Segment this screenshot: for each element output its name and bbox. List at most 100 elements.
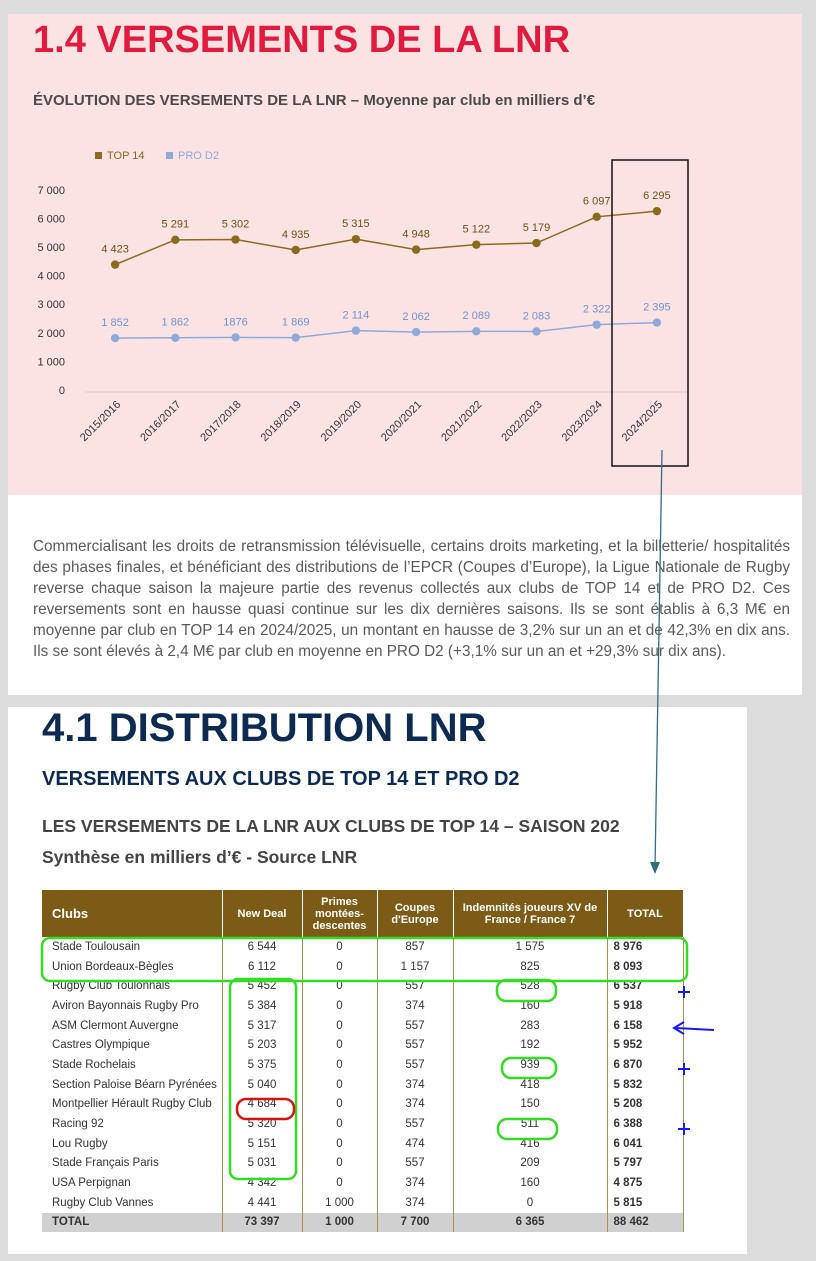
cell: 6 537 [607, 976, 684, 997]
legend-swatch [166, 152, 173, 159]
marker [291, 245, 300, 255]
data-label: 1 852 [101, 317, 129, 329]
data-label: 2 114 [343, 310, 370, 322]
header-cell: Coupes d'Europe [377, 890, 454, 937]
cell: 0 [302, 956, 378, 977]
cell: 5 040 [222, 1074, 303, 1095]
header-cell: Clubs [42, 890, 223, 937]
cell: 0 [302, 996, 378, 1016]
cell: 4 684 [222, 1094, 303, 1115]
y-tick-label: 4 000 [37, 271, 65, 283]
x-tick-label: 2016/2017 [138, 399, 183, 444]
data-label: 2 062 [402, 311, 430, 323]
y-tick-label: 6 000 [37, 213, 65, 225]
marker [171, 235, 180, 245]
cell: 5 797 [607, 1153, 684, 1174]
cell: ASM Clermont Auvergne [42, 1015, 223, 1036]
cell: 557 [377, 976, 454, 997]
cell: USA Perpignan [42, 1173, 223, 1193]
table-row: Stade Toulousain 6 544 0 857 1 575 8 976 [42, 937, 684, 957]
cell: 160 [453, 996, 608, 1016]
table-row: Stade Rochelais 5 375 0 557 939 6 870 [42, 1055, 684, 1075]
x-tick-label: 2022/2023 [499, 399, 544, 444]
cell: Section Paloise Béarn Pyrénées [42, 1074, 223, 1095]
marker [592, 320, 601, 329]
marker [592, 212, 601, 221]
marker [171, 333, 180, 342]
cell: 857 [377, 937, 454, 957]
legend-swatch [95, 152, 102, 159]
cell: 209 [453, 1153, 608, 1174]
cell: Lou Rugby [42, 1133, 223, 1154]
cell: Montpellier Hérault Rugby Club [42, 1094, 223, 1115]
marker [472, 327, 481, 336]
cell: 0 [302, 1114, 378, 1134]
data-label: 6 097 [583, 196, 611, 208]
cell: 5 918 [607, 996, 684, 1016]
cell: 1 575 [453, 937, 608, 957]
cell: 557 [377, 1035, 454, 1056]
section-subtitle: VERSEMENTS AUX CLUBS DE TOP 14 ET PRO D2 [42, 768, 520, 790]
chart-subtitle: ÉVOLUTION DES VERSEMENTS DE LA LNR – Moy… [33, 92, 596, 109]
data-label: 5 122 [463, 224, 491, 236]
cell: 5 375 [222, 1055, 303, 1075]
cell: 374 [377, 1173, 454, 1193]
cell: 374 [377, 1094, 454, 1115]
marker [351, 326, 361, 335]
y-tick-label: 2 000 [37, 328, 65, 340]
cell: 0 [302, 1035, 378, 1056]
cell: 7 700 [377, 1212, 454, 1233]
section-title: 4.1 DISTRIBUTION LNR [42, 706, 487, 750]
marker [110, 260, 120, 269]
data-label: 5 315 [342, 218, 370, 230]
cell: 557 [377, 1114, 454, 1134]
cell: 474 [377, 1133, 454, 1154]
cell: 528 [453, 976, 608, 997]
cell: Stade Toulousain [42, 937, 223, 957]
table-row: Lou Rugby 5 151 0 474 416 6 041 [42, 1133, 684, 1154]
cell: Rugby Club Vannes [42, 1192, 223, 1213]
x-tick-label: 2024/2025 [620, 399, 665, 444]
data-label: 2 089 [463, 310, 491, 322]
cell: 939 [453, 1055, 608, 1075]
data-label: 2 322 [583, 304, 611, 316]
cell: Union Bordeaux-Bègles [42, 956, 223, 977]
cell: 0 [302, 1074, 378, 1095]
table-header: Clubs New Deal Primes montées-descentes Cou… [42, 890, 684, 937]
cell: 0 [453, 1192, 608, 1213]
table-row: Stade Français Paris 5 031 0 557 209 5 797 [42, 1153, 684, 1174]
table-row: Section Paloise Béarn Pyrénées 5 040 0 374 4… [42, 1074, 684, 1095]
cell: Racing 92 [42, 1114, 223, 1134]
cell: 5 203 [222, 1035, 303, 1056]
cell: 283 [453, 1015, 608, 1036]
marker [411, 327, 421, 337]
marker [652, 318, 662, 327]
x-tick-label: 2021/2022 [439, 399, 484, 444]
paragraph: Commercialisant les droits de retransmis… [33, 538, 790, 660]
cell: 8 976 [607, 937, 684, 957]
table-note: Synthèse en milliers d’€ - Source LNR [42, 847, 358, 867]
cell: Stade Rochelais [42, 1055, 223, 1075]
marker [472, 240, 481, 249]
cell: 0 [302, 1133, 378, 1154]
cell: Stade Français Paris [42, 1153, 223, 1174]
table-row: Rugby Club Toulonnais 5 452 0 557 528 6 537 [42, 976, 684, 997]
cell: 88 462 [607, 1212, 684, 1233]
cell: 4 875 [607, 1173, 684, 1193]
data-label: 5 291 [162, 219, 190, 231]
cell: 374 [377, 1074, 454, 1095]
cell: 4 441 [222, 1192, 303, 1213]
data-label: 1 869 [282, 317, 310, 329]
cell: 0 [302, 1153, 378, 1174]
cell: 5 031 [222, 1153, 303, 1174]
header-cell: New Deal [222, 890, 303, 937]
y-tick-label: 3 000 [37, 299, 65, 311]
y-tick-label: 0 [59, 385, 65, 397]
y-tick-label: 5 000 [37, 242, 65, 254]
cell: 5 151 [222, 1133, 303, 1154]
cell: 1 000 [302, 1192, 378, 1213]
cell: 73 397 [222, 1212, 303, 1233]
marker [532, 327, 541, 336]
y-tick-label: 7 000 [37, 185, 65, 197]
data-label: 2 083 [523, 310, 551, 322]
